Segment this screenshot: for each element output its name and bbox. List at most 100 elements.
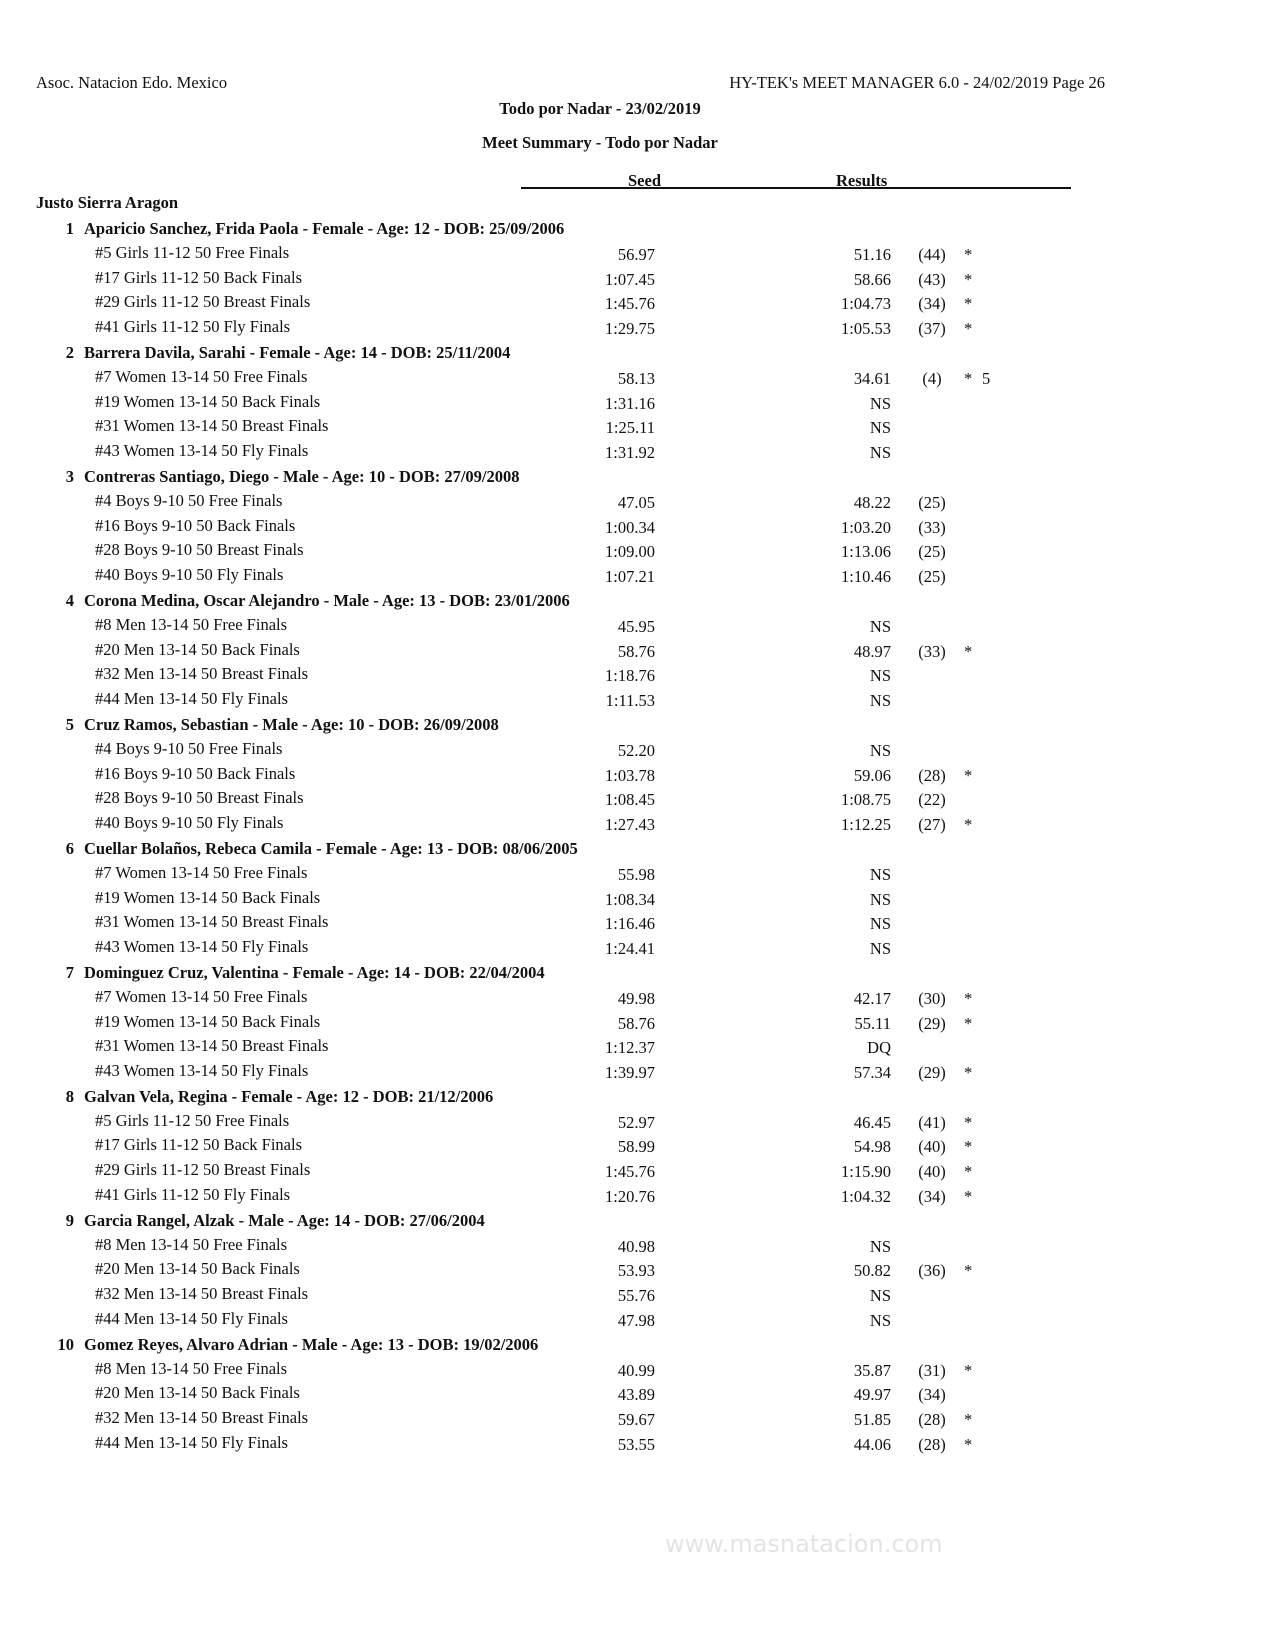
place: (37) xyxy=(918,319,946,339)
place: (29) xyxy=(918,1063,946,1083)
entry-row: #4 Boys 9-10 50 Free Finals 52.20 NS xyxy=(0,738,1275,763)
entry-row: #28 Boys 9-10 50 Breast Finals 1:09.00 1:1… xyxy=(0,539,1275,564)
event-name: #7 Women 13-14 50 Free Finals xyxy=(95,986,308,1006)
seed-time: 40.98 xyxy=(617,1236,655,1256)
qualifier-star: * xyxy=(964,1435,973,1455)
result-time: 1:15.90 xyxy=(841,1162,891,1182)
entry-row: #43 Women 13-14 50 Fly Finals 1:31.92 NS xyxy=(0,440,1275,465)
column-header-rule xyxy=(521,171,1071,189)
seed-time: 58.76 xyxy=(617,641,655,661)
result-time: 1:12.25 xyxy=(841,815,891,835)
result-time: DQ xyxy=(867,1038,891,1058)
swimmer-header: 7 Dominguez Cruz, Valentina - Female - Ag… xyxy=(0,961,1275,986)
seed-time: 1:08.34 xyxy=(605,889,655,909)
event-name: #44 Men 13-14 50 Fly Finals xyxy=(95,1309,288,1329)
organization-name: Asoc. Natacion Edo. Mexico xyxy=(36,73,228,92)
entry-row: #17 Girls 11-12 50 Back Finals 1:07.45 58.… xyxy=(0,267,1275,292)
place: (29) xyxy=(918,1013,946,1033)
event-name: #43 Women 13-14 50 Fly Finals xyxy=(95,1061,309,1081)
program-page-info: HY-TEK's MEET MANAGER 6.0 - 24/02/2019 P… xyxy=(729,73,1105,92)
place: (28) xyxy=(918,1410,946,1430)
entry-row: #44 Men 13-14 50 Fly Finals 53.55 44.06 (28… xyxy=(0,1432,1275,1457)
seed-time: 1:45.76 xyxy=(605,294,655,314)
seed-time: 1:07.21 xyxy=(605,567,655,587)
qualifier-star: * xyxy=(964,1360,973,1380)
event-name: #28 Boys 9-10 50 Breast Finals xyxy=(95,788,304,808)
result-time: NS xyxy=(869,914,891,934)
swimmer-number: 10 xyxy=(57,1334,75,1354)
qualifier-star: * xyxy=(964,1137,973,1157)
place: (31) xyxy=(918,1360,946,1380)
result-time: 1:10.46 xyxy=(841,567,891,587)
event-name: #19 Women 13-14 50 Back Finals xyxy=(95,887,321,907)
results-column-header: Results xyxy=(836,171,888,190)
result-time: 1:08.75 xyxy=(841,790,891,810)
entry-row: #31 Women 13-14 50 Breast Finals 1:16.46 N… xyxy=(0,911,1275,936)
place: (34) xyxy=(918,294,946,314)
seed-time: 1:25.11 xyxy=(605,418,655,438)
seed-time: 47.98 xyxy=(617,1311,655,1331)
event-name: #31 Women 13-14 50 Breast Finals xyxy=(95,416,329,436)
result-time: 55.11 xyxy=(854,1013,891,1033)
entry-row: #16 Boys 9-10 50 Back Finals 1:03.78 59.06… xyxy=(0,763,1275,788)
event-name: #17 Girls 11-12 50 Back Finals xyxy=(95,1135,302,1155)
points: 5 xyxy=(982,368,991,388)
result-time: NS xyxy=(869,1311,891,1331)
result-time: 44.06 xyxy=(853,1435,891,1455)
watermark: www.masnatacion.com xyxy=(665,1530,943,1558)
entry-row: #28 Boys 9-10 50 Breast Finals 1:08.45 1:0… xyxy=(0,787,1275,812)
entry-row: #40 Boys 9-10 50 Fly Finals 1:07.21 1:10.4… xyxy=(0,564,1275,589)
place: (22) xyxy=(918,790,946,810)
event-name: #29 Girls 11-12 50 Breast Finals xyxy=(95,292,311,312)
event-name: #20 Men 13-14 50 Back Finals xyxy=(95,1259,300,1279)
seed-time: 1:31.92 xyxy=(605,443,655,463)
result-time: NS xyxy=(869,691,891,711)
result-time: NS xyxy=(869,1286,891,1306)
entry-row: #44 Men 13-14 50 Fly Finals 1:11.53 NS xyxy=(0,688,1275,713)
entry-row: #20 Men 13-14 50 Back Finals 53.93 50.82 (3… xyxy=(0,1258,1275,1283)
seed-time: 1:24.41 xyxy=(605,939,655,959)
seed-time: 59.67 xyxy=(617,1410,655,1430)
seed-time: 53.55 xyxy=(617,1435,655,1455)
seed-time: 52.97 xyxy=(617,1112,655,1132)
seed-time: 45.95 xyxy=(617,616,655,636)
entry-row: #29 Girls 11-12 50 Breast Finals 1:45.76 1… xyxy=(0,1159,1275,1184)
qualifier-star: * xyxy=(964,641,973,661)
swimmer-number: 7 xyxy=(65,962,74,982)
seed-time: 1:03.78 xyxy=(605,765,655,785)
result-time: 54.98 xyxy=(853,1137,891,1157)
result-time: NS xyxy=(869,740,891,760)
qualifier-star: * xyxy=(964,1162,973,1182)
result-time: 1:13.06 xyxy=(841,542,891,562)
seed-time: 1:20.76 xyxy=(605,1187,655,1207)
result-time: 1:04.73 xyxy=(841,294,891,314)
result-time: NS xyxy=(869,889,891,909)
entry-row: #41 Girls 11-12 50 Fly Finals 1:20.76 1:04… xyxy=(0,1184,1275,1209)
swimmer-header: 10 Gomez Reyes, Alvaro Adrian - Male - Ag… xyxy=(0,1333,1275,1358)
swimmer-header: 6 Cuellar Bolaños, Rebeca Camila - Female… xyxy=(0,837,1275,862)
result-time: NS xyxy=(869,666,891,686)
swimmer-header: 9 Garcia Rangel, Alzak - Male - Age: 14 -… xyxy=(0,1209,1275,1234)
event-name: #20 Men 13-14 50 Back Finals xyxy=(95,1383,300,1403)
event-name: #8 Men 13-14 50 Free Finals xyxy=(95,1234,288,1254)
event-name: #8 Men 13-14 50 Free Finals xyxy=(95,1358,288,1378)
seed-time: 1:39.97 xyxy=(605,1063,655,1083)
seed-time: 1:18.76 xyxy=(605,666,655,686)
result-time: 1:03.20 xyxy=(841,517,891,537)
qualifier-star: * xyxy=(964,368,973,388)
seed-time: 52.20 xyxy=(617,740,655,760)
place: (33) xyxy=(918,641,946,661)
entry-row: #5 Girls 11-12 50 Free Finals 52.97 46.45 (… xyxy=(0,1110,1275,1135)
result-time: NS xyxy=(869,864,891,884)
entry-row: #20 Men 13-14 50 Back Finals 43.89 49.97 (3… xyxy=(0,1382,1275,1407)
place: (36) xyxy=(918,1261,946,1281)
event-name: #4 Boys 9-10 50 Free Finals xyxy=(95,490,283,510)
qualifier-star: * xyxy=(964,244,973,264)
result-time: 51.85 xyxy=(853,1410,891,1430)
event-name: #32 Men 13-14 50 Breast Finals xyxy=(95,664,309,684)
seed-time: 58.99 xyxy=(617,1137,655,1157)
place: (43) xyxy=(918,269,946,289)
event-name: #44 Men 13-14 50 Fly Finals xyxy=(95,689,288,709)
swimmer-name: Dominguez Cruz, Valentina - Female - Age… xyxy=(84,962,545,982)
result-time: NS xyxy=(869,616,891,636)
